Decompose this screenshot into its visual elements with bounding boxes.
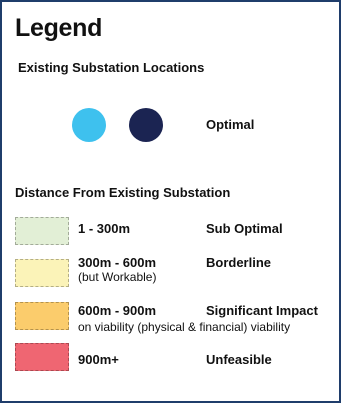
range-borderline: 300m - 600m: [78, 255, 157, 270]
range-unfeasible: 900m+: [78, 352, 119, 367]
range-sub-optimal: 1 - 300m: [78, 221, 131, 236]
label-sub-optimal: Sub Optimal: [206, 221, 283, 236]
range-note-borderline: (but Workable): [78, 270, 157, 284]
range-significant-impact: 600m - 900m: [78, 303, 157, 318]
distance-heading: Distance From Existing Substation: [15, 185, 231, 200]
substation-marker-dark: [129, 108, 163, 142]
optimal-label: Optimal: [206, 117, 255, 132]
substation-marker-light: [72, 108, 106, 142]
swatch-borderline: [15, 259, 69, 287]
label-unfeasible: Unfeasible: [206, 352, 272, 367]
swatch-unfeasible: [15, 343, 69, 371]
legend-title: Legend: [15, 14, 103, 42]
swatch-significant-impact: [15, 302, 69, 330]
label-borderline: Borderline: [206, 255, 272, 270]
label-significant-impact: Significant Impact: [206, 303, 318, 318]
locations-heading: Existing Substation Locations: [18, 60, 205, 75]
swatch-sub-optimal: [15, 217, 69, 245]
note-significant-impact: on viability (physical & financial) viab…: [78, 320, 291, 334]
